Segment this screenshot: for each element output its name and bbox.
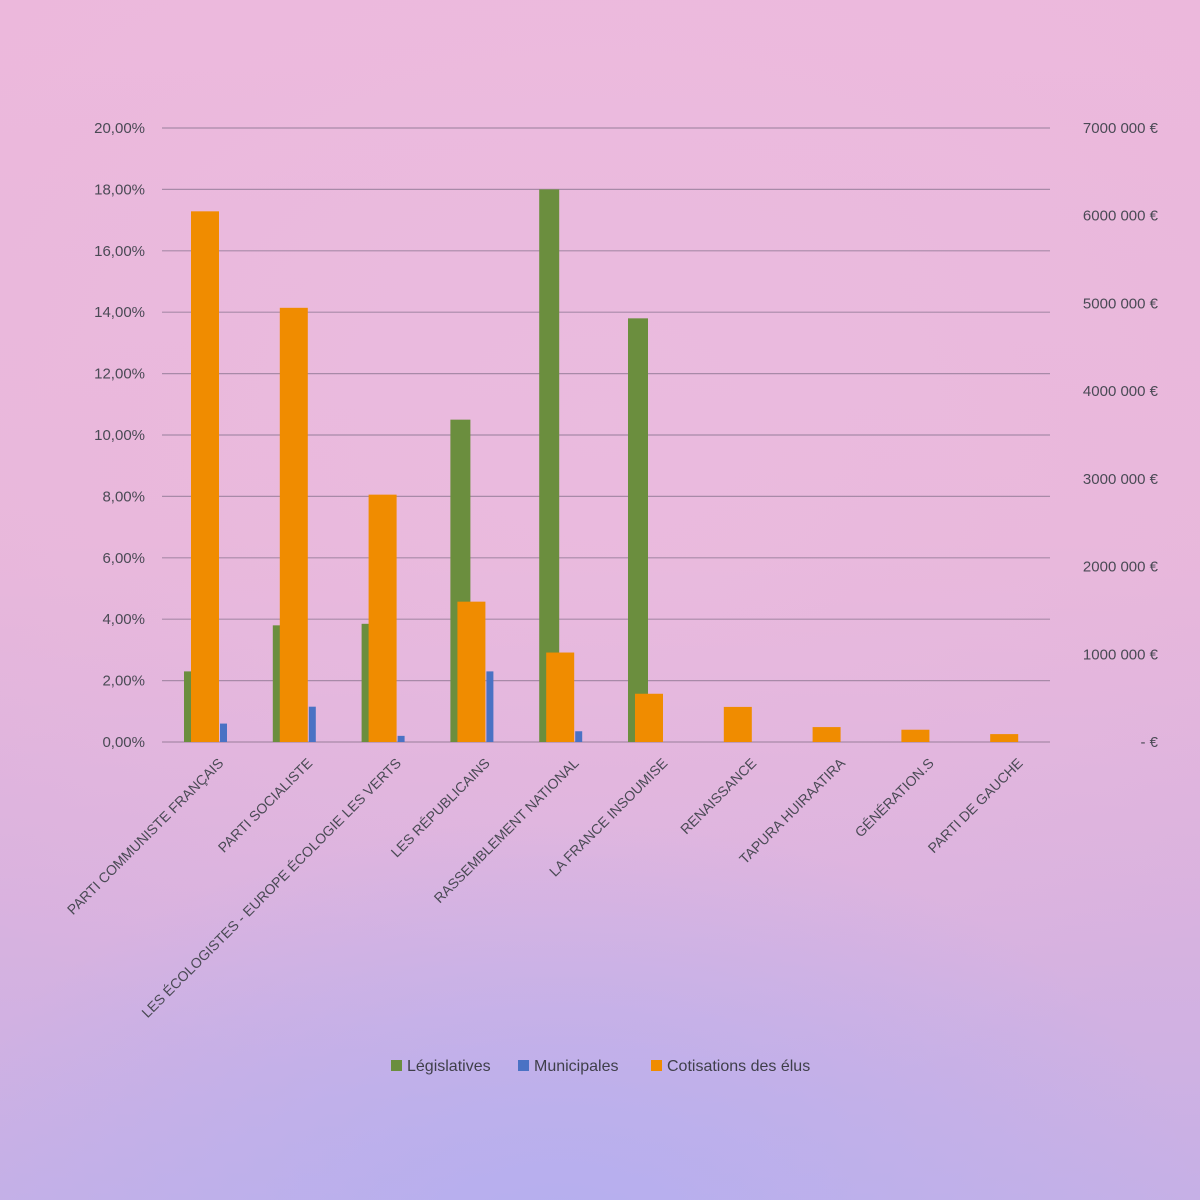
bar-cotisations <box>546 652 575 742</box>
left-tick-label: 18,00% <box>94 181 145 198</box>
bar-municipales <box>397 735 405 742</box>
right-tick-label: 1000 000 € <box>1083 646 1159 663</box>
bar-cotisations <box>368 494 397 742</box>
bars <box>184 189 1019 743</box>
legend-label: Municipales <box>534 1058 618 1075</box>
left-tick-label: 20,00% <box>94 120 145 137</box>
left-axis: 0,00% 2,00% 4,00% 6,00% 8,00% 10,00% 12,00% 14,… <box>94 120 145 751</box>
left-tick-label: 2,00% <box>102 673 145 690</box>
bar-municipales <box>486 671 494 742</box>
category-label: PARTI COMMUNISTE FRANÇAIS <box>64 755 227 918</box>
category-label: LES RÉPUBLICAINS <box>388 755 493 860</box>
gridlines <box>162 127 1050 743</box>
bar-cotisations <box>279 307 308 742</box>
right-tick-label: 4000 000 € <box>1083 383 1159 400</box>
legend-label: Cotisations des élus <box>667 1058 810 1075</box>
bar-legislatives <box>539 189 560 742</box>
right-tick-label: - € <box>1140 734 1158 751</box>
left-tick-label: 8,00% <box>102 488 145 505</box>
legend-swatch <box>518 1060 529 1071</box>
category-label: RENAISSANCE <box>677 755 759 837</box>
legend: Législatives Municipales Cotisations des é… <box>391 1058 810 1075</box>
bar-cotisations <box>457 601 486 742</box>
right-tick-label: 5000 000 € <box>1083 295 1159 312</box>
left-tick-label: 14,00% <box>94 304 145 321</box>
category-label: GÉNÉRATION.S <box>852 755 937 840</box>
bar-municipales <box>575 731 583 742</box>
legend-label: Législatives <box>407 1058 491 1075</box>
bar-municipales <box>308 706 316 742</box>
right-tick-label: 6000 000 € <box>1083 208 1159 225</box>
legend-swatch <box>651 1060 662 1071</box>
left-tick-label: 12,00% <box>94 366 145 383</box>
right-tick-label: 7000 000 € <box>1083 120 1159 137</box>
bar-cotisations <box>723 706 752 742</box>
right-tick-label: 2000 000 € <box>1083 559 1159 576</box>
bar-cotisations <box>635 693 663 742</box>
bar-cotisations <box>990 734 1019 742</box>
left-tick-label: 16,00% <box>94 243 145 260</box>
bar-cotisations <box>812 727 841 742</box>
category-label: RASSEMBLEMENT NATIONAL <box>430 755 581 906</box>
bar-cotisations <box>901 729 930 742</box>
left-tick-label: 4,00% <box>102 611 145 628</box>
right-axis: - € 1000 000 € 2000 000 € 3000 000 € 4000 00… <box>1083 120 1159 751</box>
legend-swatch <box>391 1060 402 1071</box>
category-label: PARTI SOCIALISTE <box>215 755 316 856</box>
left-tick-label: 0,00% <box>102 734 145 751</box>
category-label: PARTI DE GAUCHE <box>925 755 1026 856</box>
left-tick-label: 10,00% <box>94 427 145 444</box>
left-tick-label: 6,00% <box>102 550 145 567</box>
bar-legislatives <box>628 318 648 742</box>
bar-municipales <box>220 723 227 742</box>
bar-cotisations <box>191 211 219 743</box>
right-tick-label: 3000 000 € <box>1083 471 1159 488</box>
